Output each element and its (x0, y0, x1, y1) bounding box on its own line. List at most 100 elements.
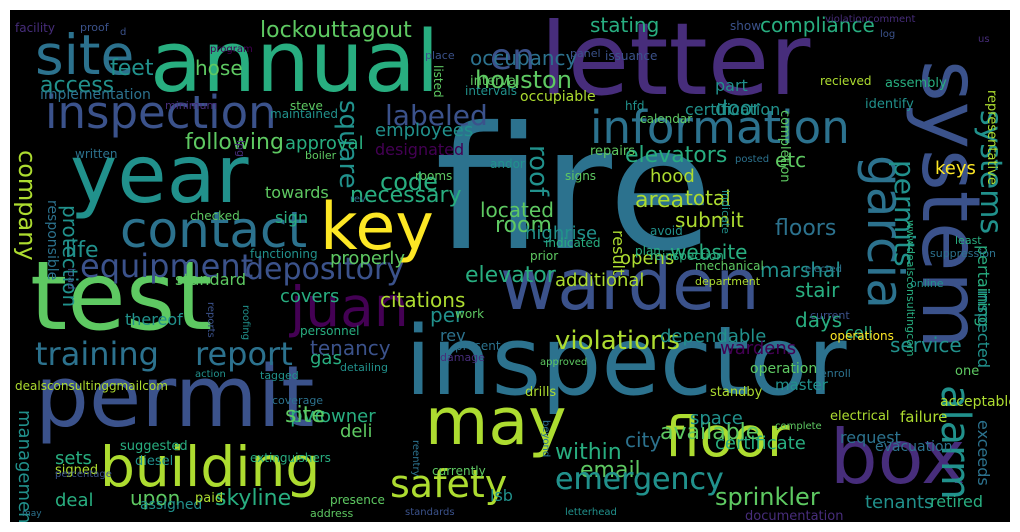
cloud-word: address (310, 507, 354, 520)
cloud-word: suggested (120, 439, 188, 454)
cloud-word: inspector (405, 307, 847, 417)
cloud-word: hfd (625, 99, 645, 113)
cloud-word: skyline (215, 486, 292, 511)
cloud-word: panel (570, 47, 601, 60)
cloud-word: deal (55, 490, 94, 511)
cloud-word: opens (620, 248, 675, 269)
cloud-word: implementation (40, 87, 151, 103)
cloud-word: permit (35, 348, 315, 447)
cloud-word: tenants (865, 492, 934, 513)
cloud-word: tenancy (310, 336, 391, 360)
cloud-word: suppression (930, 247, 996, 260)
cloud-word: completion (777, 110, 792, 183)
cloud-word: sign (275, 208, 309, 227)
cloud-word: us (978, 34, 990, 45)
cloud-word: citations (380, 288, 466, 312)
cloud-word: company (13, 150, 41, 261)
cloud-word: maintained (270, 107, 338, 121)
cloud-word: following (185, 130, 284, 155)
cloud-word: rev (440, 326, 466, 345)
cloud-word: place (425, 49, 455, 62)
cloud-word: dealsconsultinggmailcom (15, 379, 168, 393)
cloud-word: area (635, 188, 685, 213)
cloud-word: site (35, 23, 135, 87)
cloud-word: designated (375, 140, 465, 159)
cloud-word: responsible (44, 200, 60, 281)
cloud-word: least (955, 234, 982, 247)
cloud-word: intervals (465, 84, 518, 98)
cloud-word: en (490, 37, 535, 78)
cloud-word: permits (888, 160, 921, 267)
cloud-word: presence (330, 493, 385, 507)
cloud-word: deli (340, 421, 373, 442)
cloud-word: master (775, 376, 828, 394)
cloud-word: warden (500, 244, 760, 326)
cloud-word: covers (280, 286, 340, 307)
cloud-word: signed (55, 463, 99, 478)
cloud-word: request (840, 428, 901, 447)
cloud-word: calendar (640, 112, 693, 126)
cloud-word: available (660, 420, 760, 445)
cloud-word: checked (190, 209, 240, 223)
cloud-word: occupiable (520, 89, 596, 105)
cloud-word: access (40, 73, 115, 98)
cloud-word: submit (675, 208, 744, 232)
cloud-word: certification (685, 100, 781, 119)
cloud-word: protection (58, 205, 82, 308)
cloud-word: report (195, 335, 293, 373)
cloud-word: owner (320, 406, 376, 427)
cloud-word: electrical (830, 409, 890, 424)
cloud-word: inspection (45, 86, 277, 139)
cloud-word: extinguishers (250, 451, 331, 465)
cloud-word: exceeds (974, 420, 993, 486)
cloud-word: sprinkler (715, 483, 820, 511)
cloud-word: information (590, 101, 850, 154)
cloud-word: tagged (260, 369, 299, 382)
cloud-word: employees (375, 120, 474, 141)
cloud-word: rooms (415, 169, 453, 183)
cloud-word: floors (775, 216, 837, 241)
cloud-word: letter (540, 10, 811, 118)
cloud-word: online (910, 277, 944, 290)
cloud-word: andor (490, 157, 525, 171)
cloud-word: compliance (760, 13, 875, 37)
cloud-word: signs (565, 169, 597, 183)
cloud-word: marshal (760, 258, 841, 282)
cloud-word: enroll (820, 367, 851, 380)
cloud-word: mechanical (695, 259, 764, 273)
cloud-word: dependable (660, 326, 767, 347)
cloud-word: gas (310, 348, 342, 369)
cloud-word: log (880, 29, 896, 40)
cloud-word: site (285, 403, 325, 428)
cloud-word: inspected (974, 290, 993, 368)
cloud-word: program (210, 44, 253, 55)
cloud-word: written (75, 147, 118, 161)
cloud-word: pertaining (974, 245, 993, 327)
cloud-word: violations (555, 326, 681, 356)
cloud-word: coverage (272, 394, 324, 407)
cloud-word: assigned (140, 497, 203, 513)
cloud-word: upon (130, 486, 181, 510)
cloud-word: beyond (540, 420, 551, 458)
cloud-word: department (695, 275, 761, 288)
cloud-word: load (65, 268, 76, 290)
cloud-word: standby (710, 385, 763, 400)
cloud-word: year (70, 128, 249, 221)
cloud-word: systems (973, 110, 1008, 235)
cloud-word: failure (900, 408, 948, 426)
cloud-word: standards (405, 507, 455, 518)
cloud-word: located (480, 198, 554, 222)
cloud-word: email (580, 458, 641, 483)
cloud-word: documentation (745, 509, 844, 522)
cloud-word: lsb (490, 486, 513, 505)
cloud-word: reports (205, 302, 216, 338)
cloud-word: cell (845, 323, 873, 342)
cloud-word: retired (930, 492, 984, 511)
cloud-word: lockouttagout (260, 18, 412, 43)
cloud-word: additional (555, 270, 645, 291)
cloud-word: may (425, 385, 567, 460)
cloud-word: boiler (305, 149, 337, 162)
cloud-word: lpg (234, 140, 247, 158)
word-cloud: fire inspector letter annual test year permit s… (10, 10, 1010, 522)
